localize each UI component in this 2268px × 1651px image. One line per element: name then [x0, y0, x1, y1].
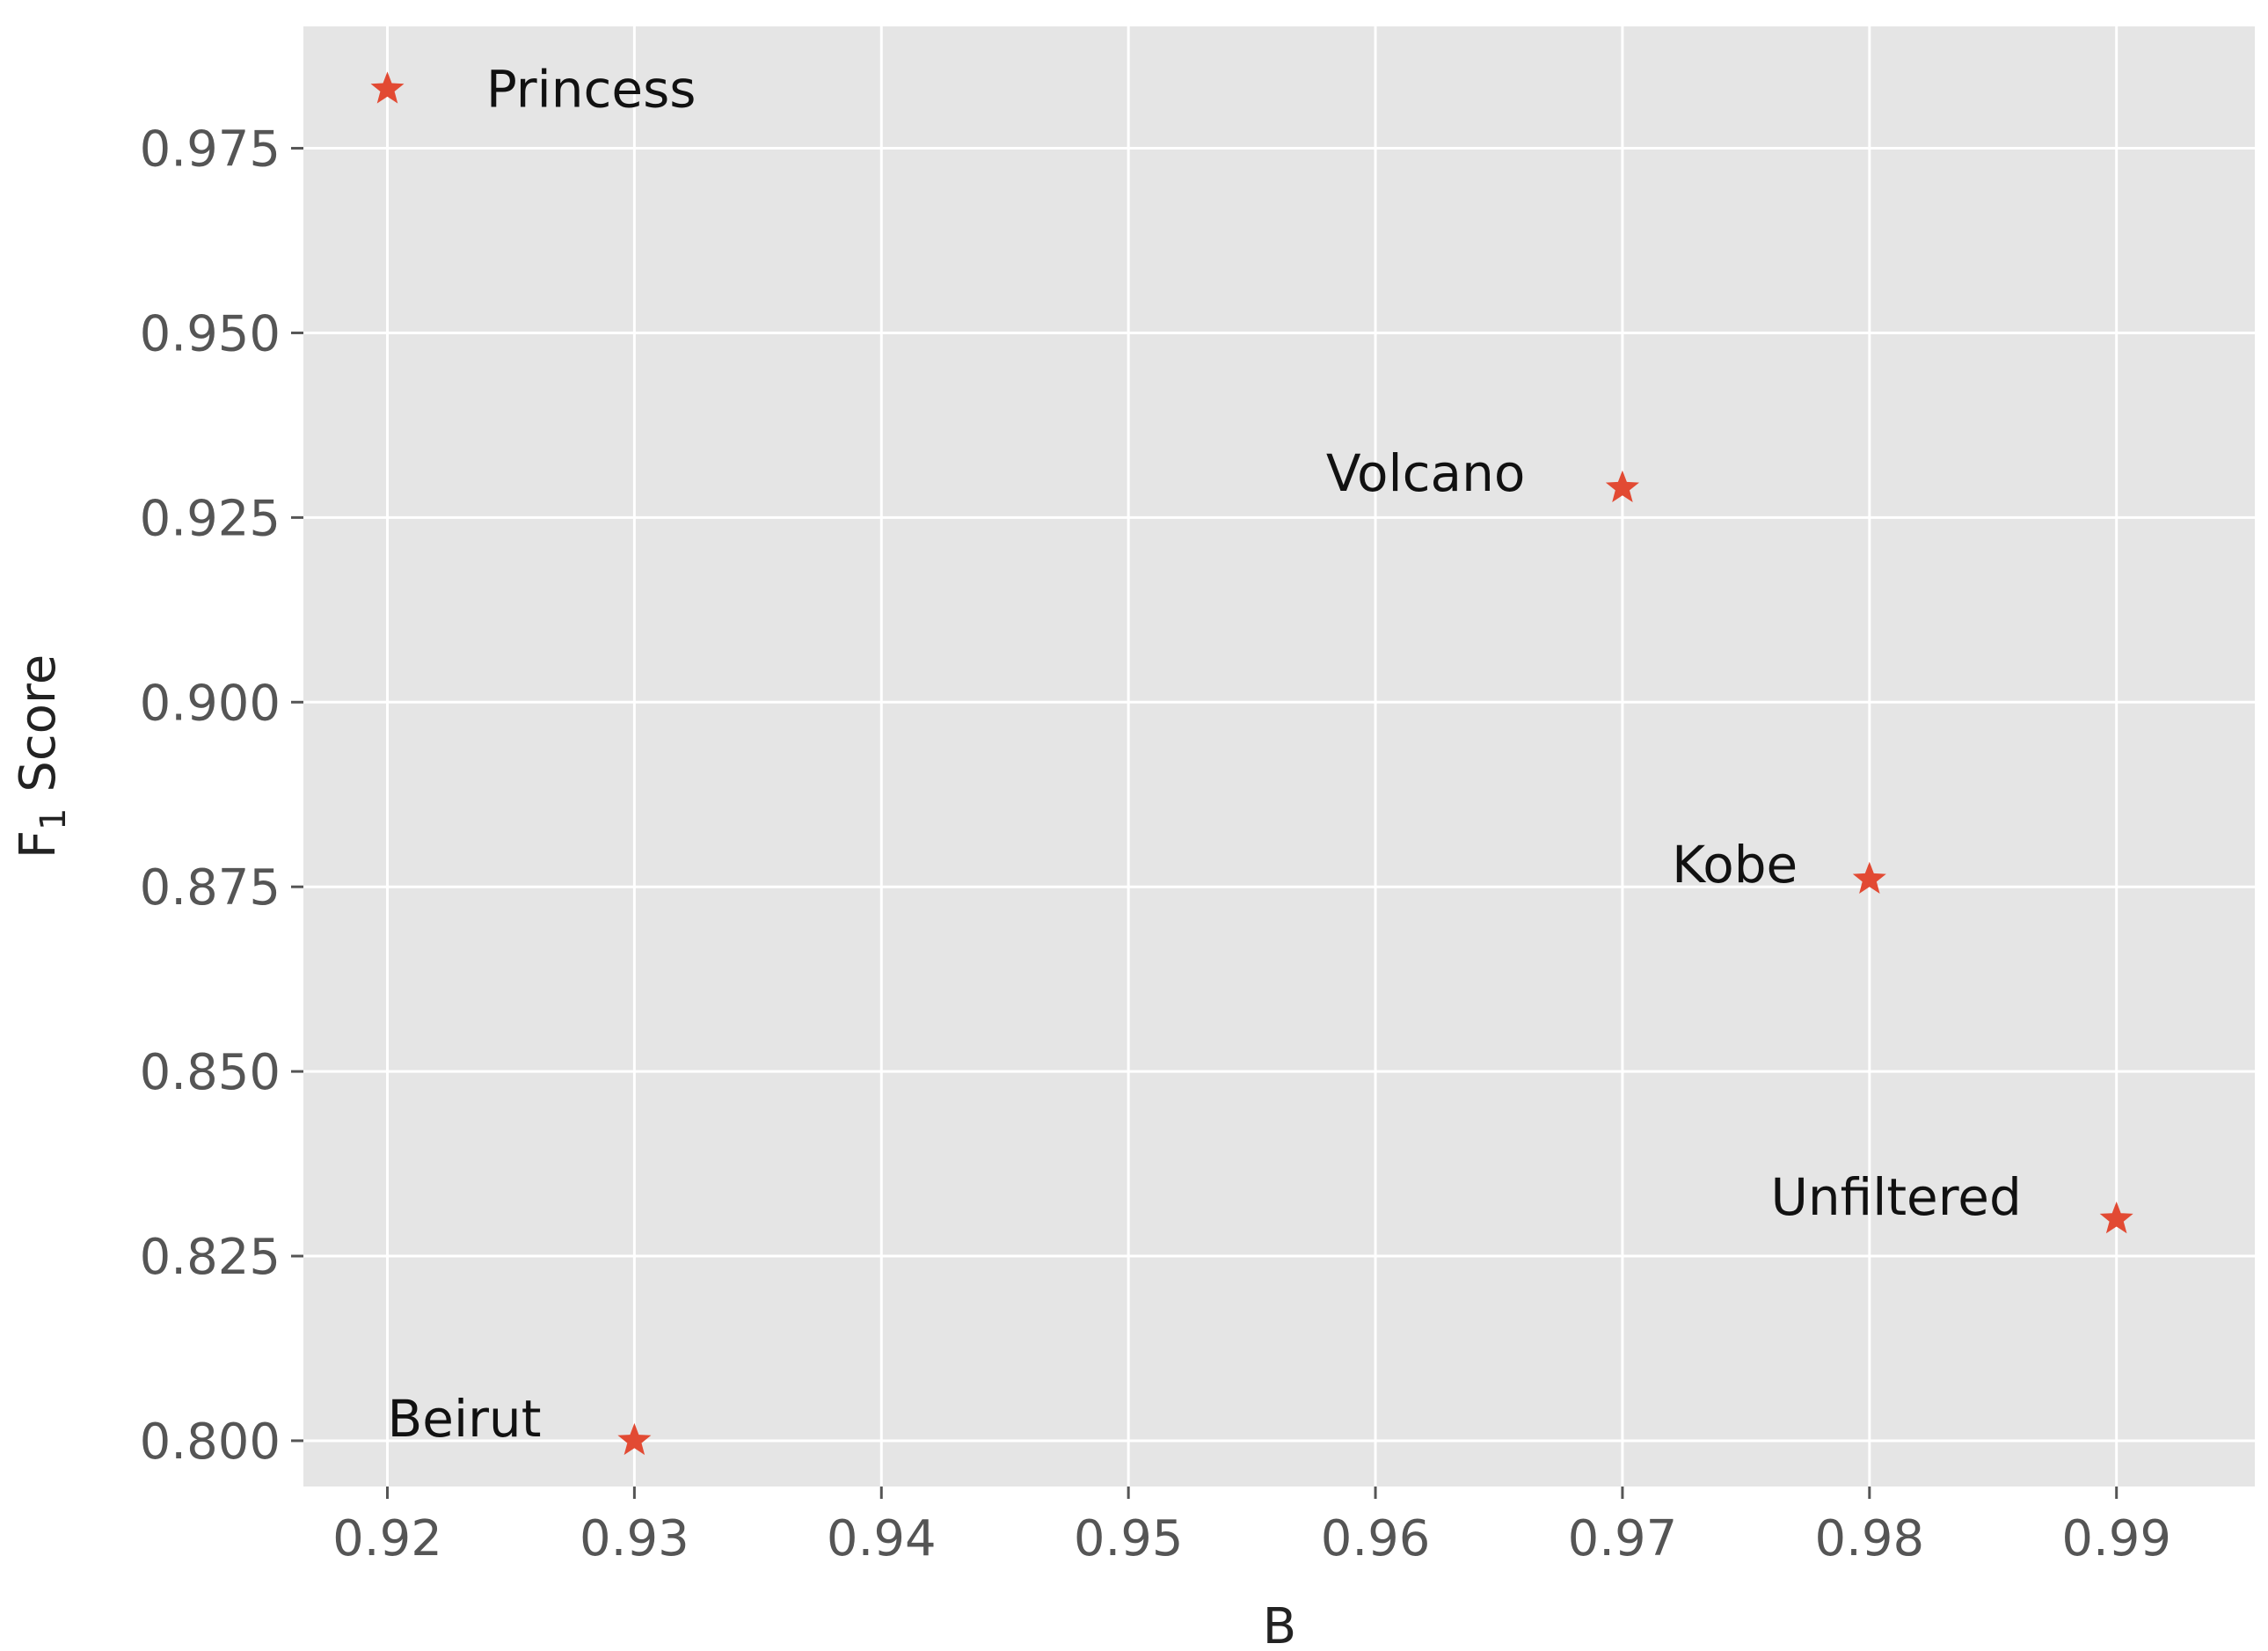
plot-background — [303, 26, 2255, 1487]
y-tick-label: 0.800 — [140, 1414, 281, 1471]
data-label-beirut: Beirut — [388, 1389, 542, 1449]
data-point-unfiltered — [2099, 1202, 2133, 1234]
axis-ticks: 0.92 0.93 0.94 0.95 0.96 0.97 0.98 0.99 0.800 0.8… — [140, 121, 2171, 1567]
x-tick-label: 0.97 — [1568, 1510, 1678, 1567]
grid — [303, 26, 2255, 1487]
y-tick-label: 0.825 — [140, 1229, 281, 1286]
y-tick-label: 0.925 — [140, 490, 281, 547]
data-points: Princess Volcano Kobe Unfiltered Beirut — [370, 59, 2133, 1456]
x-tick-label: 0.98 — [1814, 1510, 1924, 1567]
x-tick-label: 0.95 — [1074, 1510, 1184, 1567]
x-tick-label: 0.93 — [580, 1510, 689, 1567]
data-point-volcano — [1605, 470, 1639, 502]
y-axis-label-suffix: Score — [10, 654, 67, 808]
y-tick-label: 0.850 — [140, 1044, 281, 1101]
y-tick-label: 0.875 — [140, 859, 281, 917]
x-tick-label: 0.94 — [827, 1510, 937, 1567]
x-tick-label: 0.96 — [1321, 1510, 1431, 1567]
x-tick-label: 0.99 — [2061, 1510, 2171, 1567]
data-label-unfiltered: Unfiltered — [1770, 1167, 2021, 1227]
y-axis-label-subscript: 1 — [33, 807, 74, 829]
data-label-volcano: Volcano — [1326, 443, 1525, 503]
data-label-kobe: Kobe — [1672, 835, 1798, 895]
x-axis-label: B — [1263, 1598, 1296, 1651]
data-point-beirut — [617, 1422, 652, 1456]
data-point-kobe — [1852, 861, 1886, 894]
y-tick-label: 0.900 — [140, 675, 281, 732]
y-axis-label-main: F — [10, 830, 67, 858]
y-axis-label: F1 Score — [10, 654, 74, 858]
data-point-princess — [370, 71, 405, 104]
data-label-princess: Princess — [486, 59, 696, 119]
y-tick-label: 0.950 — [140, 305, 281, 362]
x-tick-label: 0.92 — [332, 1510, 442, 1567]
y-tick-label: 0.975 — [140, 121, 281, 179]
